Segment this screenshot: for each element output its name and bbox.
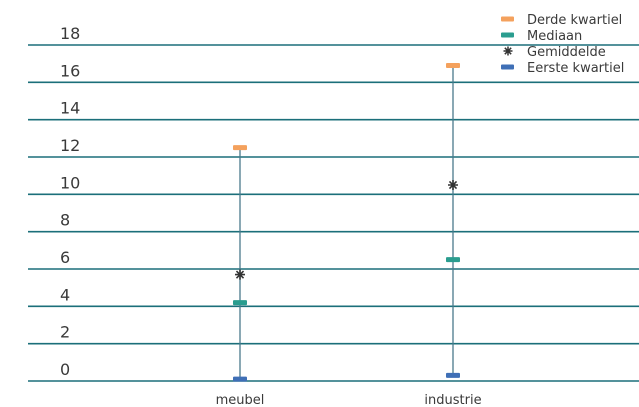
y-tick-label: 6 bbox=[60, 248, 70, 267]
y-tick-label: 12 bbox=[60, 136, 80, 155]
range-lines bbox=[239, 65, 454, 380]
legend-label: Gemiddelde bbox=[527, 45, 606, 60]
legend-swatch bbox=[501, 32, 514, 38]
point-derde-kwartiel-industrie bbox=[446, 63, 460, 69]
data-marks bbox=[233, 63, 460, 382]
y-tick-label: 4 bbox=[60, 285, 70, 304]
x-axis-categories: meubel industrie bbox=[216, 393, 482, 407]
y-axis-ticks: 0 2 4 6 8 10 12 14 16 18 bbox=[60, 24, 80, 379]
grid bbox=[28, 44, 639, 382]
y-tick-label: 2 bbox=[60, 323, 70, 342]
y-tick-label: 14 bbox=[60, 99, 80, 118]
point-mediaan-industrie bbox=[446, 257, 460, 263]
y-tick-label: 16 bbox=[60, 61, 80, 80]
point-gemiddelde-industrie bbox=[448, 180, 458, 190]
legend-swatch bbox=[501, 16, 514, 22]
x-category-label: meubel bbox=[216, 393, 265, 407]
legend-swatch bbox=[501, 64, 514, 70]
point-gemiddelde-meubel bbox=[235, 269, 245, 280]
legend-swatch bbox=[503, 46, 513, 56]
legend-label: Derde kwartiel bbox=[527, 13, 622, 28]
y-tick-label: 0 bbox=[60, 360, 70, 379]
legend-label: Mediaan bbox=[527, 29, 582, 44]
x-category-label: industrie bbox=[424, 393, 481, 407]
y-tick-label: 18 bbox=[60, 24, 80, 43]
point-derde-kwartiel-meubel bbox=[233, 145, 247, 151]
point-eerste-kwartiel-industrie bbox=[446, 372, 460, 378]
point-mediaan-meubel bbox=[233, 300, 247, 306]
legend-label: Eerste kwartiel bbox=[527, 61, 624, 76]
y-tick-label: 10 bbox=[60, 173, 80, 192]
y-tick-label: 8 bbox=[60, 211, 70, 230]
point-eerste-kwartiel-meubel bbox=[233, 376, 247, 382]
